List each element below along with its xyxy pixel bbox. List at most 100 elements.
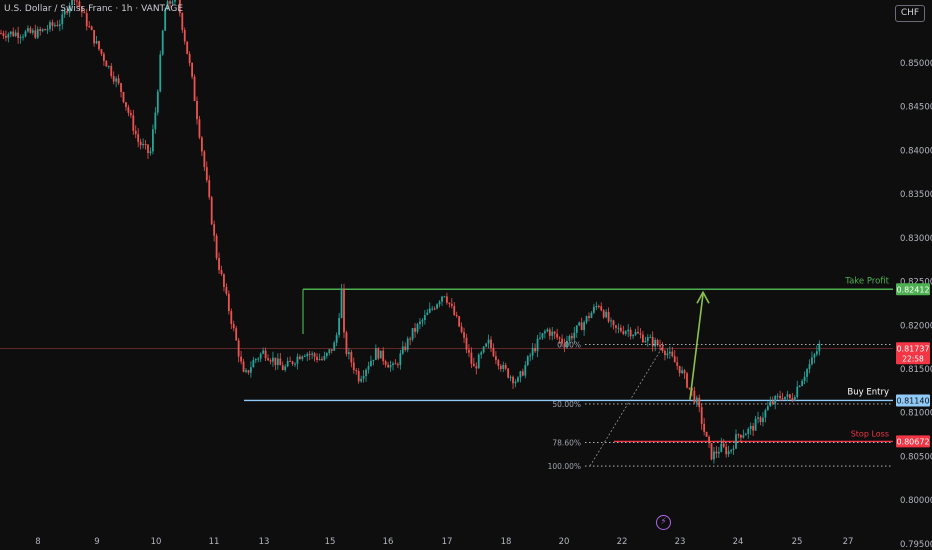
y-tick-label: 0.81000 bbox=[900, 409, 932, 419]
candle bbox=[2, 33, 5, 36]
candle bbox=[813, 354, 816, 358]
candle bbox=[688, 387, 691, 389]
candle bbox=[262, 350, 265, 354]
candle bbox=[463, 332, 465, 338]
candle bbox=[218, 258, 220, 271]
candle bbox=[593, 306, 595, 313]
candle bbox=[365, 369, 367, 377]
candle bbox=[196, 100, 198, 120]
candle bbox=[509, 376, 512, 378]
candle bbox=[441, 296, 443, 302]
candle bbox=[632, 334, 634, 337]
candle bbox=[730, 449, 732, 452]
candle bbox=[561, 338, 563, 344]
candle bbox=[348, 352, 350, 355]
candle bbox=[27, 28, 29, 32]
candle bbox=[223, 274, 225, 288]
candle bbox=[744, 433, 747, 436]
candle bbox=[610, 320, 612, 322]
candle bbox=[384, 361, 387, 365]
x-tick-label: 10 bbox=[151, 537, 162, 547]
candle bbox=[450, 303, 453, 306]
candle bbox=[446, 296, 448, 303]
lightning-icon[interactable]: ⚡ bbox=[656, 515, 671, 530]
candle bbox=[370, 360, 372, 367]
candle bbox=[526, 356, 529, 366]
take-profit-price-tag-bg bbox=[896, 283, 930, 296]
candle bbox=[411, 328, 414, 340]
candle bbox=[495, 356, 497, 361]
candle bbox=[85, 13, 88, 27]
candle bbox=[713, 451, 715, 460]
candle bbox=[250, 367, 252, 373]
candle bbox=[779, 395, 781, 399]
x-tick-label: 9 bbox=[94, 537, 99, 547]
candle bbox=[325, 352, 328, 356]
candle bbox=[142, 143, 144, 146]
x-tick-label: 11 bbox=[209, 537, 220, 547]
candle bbox=[19, 37, 22, 39]
candle bbox=[257, 358, 260, 360]
candle bbox=[367, 366, 370, 370]
candle bbox=[49, 22, 51, 30]
candle bbox=[803, 376, 806, 381]
candle bbox=[397, 364, 399, 366]
candle bbox=[181, 13, 184, 30]
candle bbox=[541, 333, 544, 338]
buy-entry-price-tag: 0.81140 bbox=[896, 396, 929, 405]
candle bbox=[17, 32, 20, 38]
candle bbox=[536, 338, 539, 352]
candle bbox=[700, 407, 703, 424]
candle bbox=[617, 327, 620, 329]
fib-label: 0.00% bbox=[557, 341, 581, 350]
candle bbox=[296, 356, 299, 364]
candle bbox=[455, 315, 458, 317]
candle bbox=[499, 365, 502, 369]
candle bbox=[183, 29, 186, 42]
candle bbox=[580, 322, 583, 331]
candle bbox=[512, 376, 514, 384]
candle bbox=[436, 304, 438, 309]
candle bbox=[301, 356, 304, 360]
candle bbox=[129, 112, 132, 116]
countdown-tag: 22:58 bbox=[902, 354, 924, 363]
candle bbox=[740, 434, 742, 438]
x-tick-label: 18 bbox=[501, 537, 512, 547]
candle bbox=[117, 78, 120, 84]
candle bbox=[267, 358, 269, 361]
candle bbox=[357, 370, 360, 382]
candle bbox=[637, 331, 639, 334]
currency-button[interactable]: CHF bbox=[895, 5, 925, 22]
candle bbox=[629, 329, 632, 337]
candle bbox=[818, 343, 821, 352]
candle bbox=[61, 14, 64, 25]
candle bbox=[708, 436, 710, 444]
candle bbox=[186, 41, 189, 54]
candle bbox=[428, 308, 431, 313]
candle bbox=[289, 360, 291, 362]
candle bbox=[480, 352, 483, 355]
candle bbox=[12, 31, 15, 37]
candle bbox=[776, 395, 779, 397]
candle bbox=[100, 49, 103, 54]
candle bbox=[475, 366, 478, 369]
candle bbox=[44, 29, 46, 31]
candle bbox=[328, 349, 331, 353]
candle bbox=[784, 396, 786, 400]
candle bbox=[808, 364, 811, 370]
y-tick-label: 0.80000 bbox=[900, 496, 932, 506]
candle bbox=[340, 288, 343, 318]
candle bbox=[7, 34, 10, 38]
candle bbox=[156, 91, 159, 113]
candle bbox=[600, 306, 603, 311]
candle bbox=[58, 24, 61, 26]
candle bbox=[766, 406, 769, 411]
candle bbox=[578, 322, 581, 326]
candle bbox=[333, 342, 336, 351]
candle bbox=[504, 364, 507, 369]
candle bbox=[112, 75, 115, 82]
candle bbox=[372, 359, 375, 361]
candle bbox=[801, 380, 804, 386]
candle bbox=[137, 134, 140, 142]
